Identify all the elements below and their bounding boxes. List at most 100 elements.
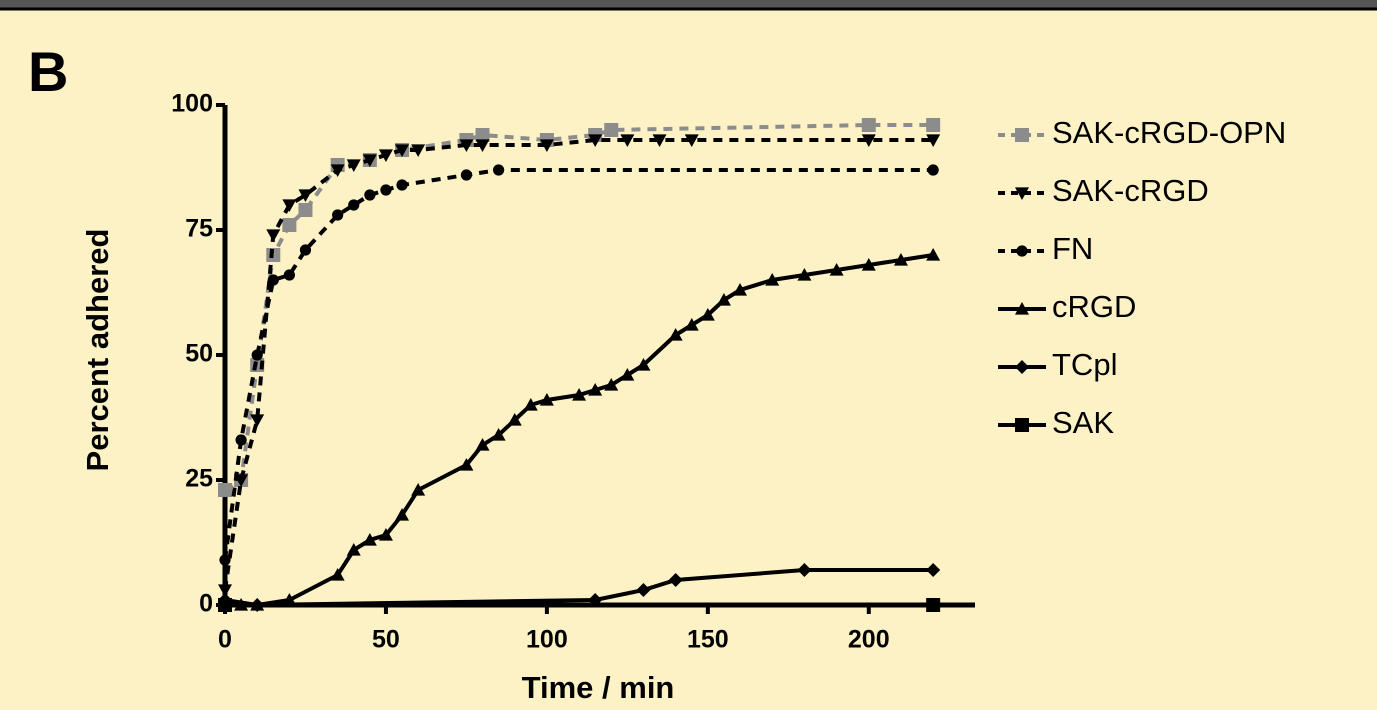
marker (493, 164, 505, 176)
marker (218, 598, 232, 612)
marker (298, 203, 313, 217)
top-strip (0, 0, 1377, 9)
marker (620, 134, 635, 147)
marker (364, 189, 376, 201)
y-tick-label: 0 (199, 590, 213, 618)
x-tick-label: 200 (848, 626, 890, 654)
legend-marker (1016, 245, 1028, 257)
marker (395, 144, 410, 157)
marker (330, 568, 345, 581)
marker (219, 554, 231, 566)
marker (588, 134, 603, 147)
marker (475, 139, 490, 152)
marker (459, 139, 474, 152)
x-axis-title: Time / min (522, 670, 675, 705)
marker (395, 508, 410, 521)
x-tick-label: 150 (687, 626, 729, 654)
legend-label: FN (1052, 231, 1093, 266)
marker (652, 134, 667, 147)
marker (572, 388, 587, 401)
legend-marker (1015, 302, 1029, 315)
marker (668, 328, 683, 341)
marker (330, 164, 345, 177)
marker (797, 563, 812, 577)
legend-marker (1015, 128, 1029, 142)
marker (797, 268, 812, 281)
y-axis-title: Percent adhered (80, 229, 115, 472)
x-tick-label: 100 (526, 626, 568, 654)
marker (539, 139, 554, 152)
marker (282, 218, 297, 232)
marker (507, 413, 522, 426)
marker (926, 598, 941, 612)
marker (620, 368, 635, 381)
marker (218, 483, 232, 497)
marker (861, 118, 876, 132)
y-tick-label: 100 (171, 90, 213, 118)
marker (298, 189, 313, 202)
marker (588, 383, 603, 396)
marker (362, 154, 377, 167)
marker (893, 253, 908, 266)
marker (378, 528, 393, 541)
marker (926, 134, 941, 147)
marker (459, 458, 474, 471)
marker (861, 134, 876, 147)
marker (332, 209, 344, 221)
y-tick-label: 75 (185, 215, 213, 243)
legend-label: SAK (1052, 405, 1114, 440)
marker (523, 398, 538, 411)
legend-marker (1015, 360, 1029, 374)
marker (636, 358, 651, 371)
marker (346, 543, 361, 556)
marker (926, 118, 941, 132)
marker (926, 248, 941, 261)
marker (235, 434, 247, 446)
marker (378, 149, 393, 162)
legend-label: SAK-cRGD-OPN (1052, 115, 1286, 150)
marker (539, 393, 554, 406)
marker (460, 169, 473, 181)
marker (380, 184, 392, 196)
marker (927, 164, 939, 176)
marker (411, 483, 426, 496)
marker (362, 533, 377, 546)
marker (282, 199, 297, 212)
x-tick-label: 0 (218, 626, 232, 654)
y-tick-label: 50 (185, 340, 213, 368)
legend-label: SAK-cRGD (1052, 173, 1209, 208)
marker (411, 144, 426, 157)
marker (765, 273, 780, 286)
marker (604, 123, 619, 137)
marker (684, 134, 699, 147)
marker (829, 263, 844, 276)
legend-label: TCpl (1052, 347, 1117, 382)
marker (604, 378, 619, 391)
legend-label: cRGD (1052, 289, 1136, 324)
marker (636, 583, 651, 597)
marker (251, 349, 263, 361)
series-line (223, 168, 934, 561)
marker (684, 318, 699, 331)
marker (299, 244, 312, 256)
marker (282, 593, 297, 606)
marker (346, 159, 361, 172)
marker (700, 308, 715, 321)
marker (283, 269, 295, 281)
marker (491, 428, 506, 441)
marker (733, 283, 748, 296)
legend-marker (1015, 187, 1029, 200)
legend-marker (1015, 418, 1029, 432)
marker (250, 414, 265, 427)
marker (267, 274, 279, 286)
marker (668, 573, 683, 587)
marker (218, 584, 232, 597)
marker (348, 199, 360, 211)
y-tick-label: 25 (185, 465, 213, 493)
marker (475, 128, 490, 142)
marker (475, 438, 490, 451)
marker (396, 179, 408, 191)
x-tick-label: 50 (372, 626, 400, 654)
